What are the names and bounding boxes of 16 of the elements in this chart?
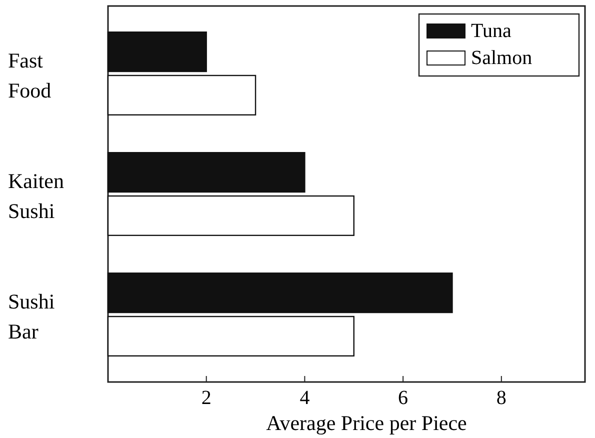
- bar: [107, 32, 207, 72]
- x-tick-label: 6: [398, 387, 408, 409]
- y-tick-label: Kaiten Sushi: [8, 169, 64, 223]
- bar: [107, 152, 306, 193]
- legend-label: Tuna: [471, 20, 512, 42]
- x-axis-title: Average Price per Piece: [266, 411, 467, 435]
- x-tick-label: 4: [300, 387, 310, 409]
- x-tick-label: 2: [201, 387, 212, 409]
- y-tick-label: Sushi Bar: [8, 290, 55, 344]
- bar: [107, 272, 453, 314]
- bar: [107, 316, 354, 356]
- x-tick-label: 8: [496, 387, 506, 409]
- bar: [107, 195, 354, 236]
- bar: [107, 74, 256, 116]
- y-tick-label: Fast Food: [8, 48, 52, 102]
- legend-label: Salmon: [471, 47, 532, 69]
